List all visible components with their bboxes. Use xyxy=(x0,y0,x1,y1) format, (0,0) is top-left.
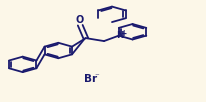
Text: +: + xyxy=(120,29,126,38)
Text: O: O xyxy=(75,15,83,25)
Text: N: N xyxy=(116,31,123,40)
Text: ⁻: ⁻ xyxy=(94,72,99,81)
Text: Br: Br xyxy=(84,74,97,84)
